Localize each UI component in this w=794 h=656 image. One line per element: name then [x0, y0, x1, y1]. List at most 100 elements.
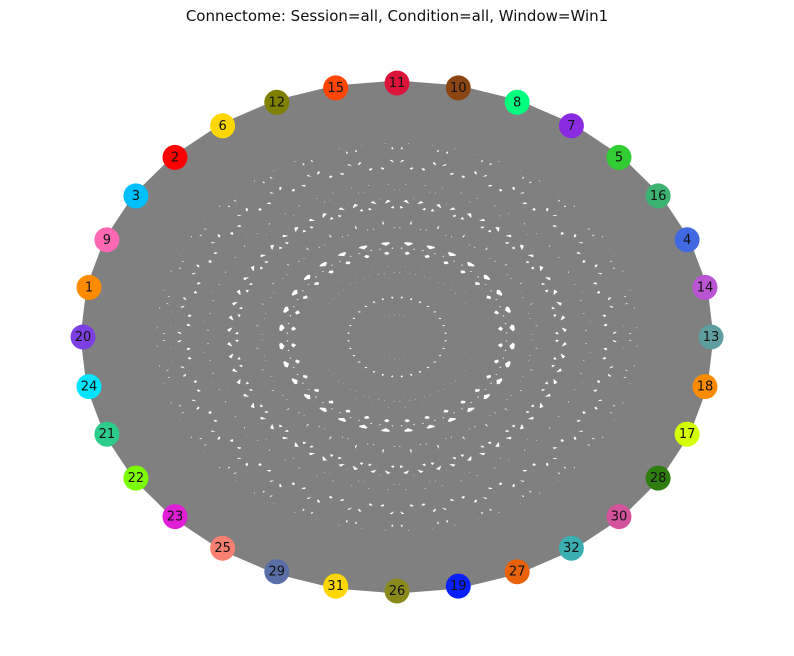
node-circle-26 — [384, 578, 410, 604]
node-label-19: 19 — [450, 579, 467, 594]
edge-25-15 — [220, 85, 339, 551]
node-circle-3 — [123, 183, 149, 209]
edge-5-15 — [333, 85, 622, 160]
node-label-25: 25 — [214, 541, 231, 556]
node-label-30: 30 — [611, 510, 628, 525]
node-20: 20 — [70, 324, 96, 350]
node-label-2: 2 — [171, 150, 179, 165]
node-circle-21 — [94, 421, 120, 447]
node-label-12: 12 — [269, 95, 286, 110]
node-label-29: 29 — [269, 565, 286, 580]
edge-24-15 — [86, 85, 339, 390]
node-label-5: 5 — [615, 150, 623, 165]
node-label-27: 27 — [509, 565, 526, 580]
node-3: 3 — [123, 183, 149, 209]
node-30: 30 — [606, 504, 632, 530]
node-label-24: 24 — [81, 380, 98, 395]
node-label-11: 11 — [389, 76, 406, 91]
node-circle-12 — [264, 89, 290, 115]
node-circle-7 — [558, 113, 584, 139]
node-circle-8 — [504, 89, 530, 115]
node-label-32: 32 — [563, 541, 580, 556]
edge-21-15 — [104, 85, 339, 437]
edge-30-15 — [333, 85, 622, 520]
edge-31-2 — [172, 154, 339, 589]
edge-7-15 — [333, 85, 574, 129]
node-13: 13 — [698, 324, 724, 350]
node-label-10: 10 — [450, 81, 467, 96]
edge-3-15 — [133, 85, 339, 199]
edge-16-15 — [333, 85, 661, 199]
node-circle-24 — [76, 374, 102, 400]
edge-23-15 — [172, 85, 339, 520]
node-circle-17 — [674, 421, 700, 447]
node-circle-10 — [445, 75, 471, 101]
node-15: 15 — [323, 75, 349, 101]
node-31: 31 — [323, 573, 349, 599]
node-circle-32 — [558, 535, 584, 561]
edge-29-15 — [274, 85, 339, 575]
node-6: 6 — [210, 113, 236, 139]
figure-title: Connectome: Session=all, Condition=all, … — [185, 7, 609, 25]
node-18: 18 — [692, 374, 718, 400]
node-11: 11 — [384, 70, 410, 96]
node-2: 2 — [162, 144, 188, 170]
node-5: 5 — [606, 144, 632, 170]
node-19: 19 — [445, 573, 471, 599]
edge-23-6 — [172, 123, 226, 520]
node-circle-27 — [504, 559, 530, 585]
node-circle-22 — [123, 465, 149, 491]
node-9: 9 — [94, 227, 120, 253]
node-label-8: 8 — [513, 95, 521, 110]
node-circle-15 — [323, 75, 349, 101]
node-label-1: 1 — [85, 280, 93, 295]
node-29: 29 — [264, 559, 290, 585]
node-label-31: 31 — [327, 579, 344, 594]
node-circle-4 — [674, 227, 700, 253]
node-16: 16 — [645, 183, 671, 209]
edges-layer — [80, 80, 714, 594]
node-label-26: 26 — [389, 584, 406, 599]
node-17: 17 — [674, 421, 700, 447]
node-circle-18 — [692, 374, 718, 400]
node-circle-9 — [94, 227, 120, 253]
node-22: 22 — [123, 465, 149, 491]
node-circle-28 — [645, 465, 671, 491]
node-circle-29 — [264, 559, 290, 585]
node-circle-6 — [210, 113, 236, 139]
edge-19-1 — [86, 284, 461, 589]
node-23: 23 — [162, 504, 188, 530]
node-label-20: 20 — [75, 330, 92, 345]
node-circle-14 — [692, 274, 718, 300]
node-label-3: 3 — [132, 189, 140, 204]
edge-4-15 — [333, 85, 690, 243]
node-10: 10 — [445, 75, 471, 101]
node-28: 28 — [645, 465, 671, 491]
node-7: 7 — [558, 113, 584, 139]
edge-20-12 — [80, 99, 280, 340]
node-label-6: 6 — [218, 119, 226, 134]
edge-22-15 — [133, 85, 339, 481]
edge-27-15 — [333, 85, 520, 575]
node-8: 8 — [504, 89, 530, 115]
edge-20-15 — [80, 85, 339, 340]
node-circle-5 — [606, 144, 632, 170]
node-circle-16 — [645, 183, 671, 209]
node-label-28: 28 — [650, 471, 667, 486]
node-label-13: 13 — [703, 330, 720, 345]
node-label-16: 16 — [650, 189, 667, 204]
node-12: 12 — [264, 89, 290, 115]
node-label-21: 21 — [99, 427, 116, 442]
node-circle-25 — [210, 535, 236, 561]
edge-29-6 — [220, 123, 280, 575]
node-label-4: 4 — [683, 233, 691, 248]
node-label-7: 7 — [567, 119, 575, 134]
node-21: 21 — [94, 421, 120, 447]
edge-22-12 — [133, 99, 280, 481]
node-label-15: 15 — [327, 81, 344, 96]
node-label-17: 17 — [679, 427, 696, 442]
edge-28-15 — [333, 85, 661, 481]
node-circle-20 — [70, 324, 96, 350]
node-circle-1 — [76, 274, 102, 300]
edge-26-15 — [333, 85, 400, 594]
